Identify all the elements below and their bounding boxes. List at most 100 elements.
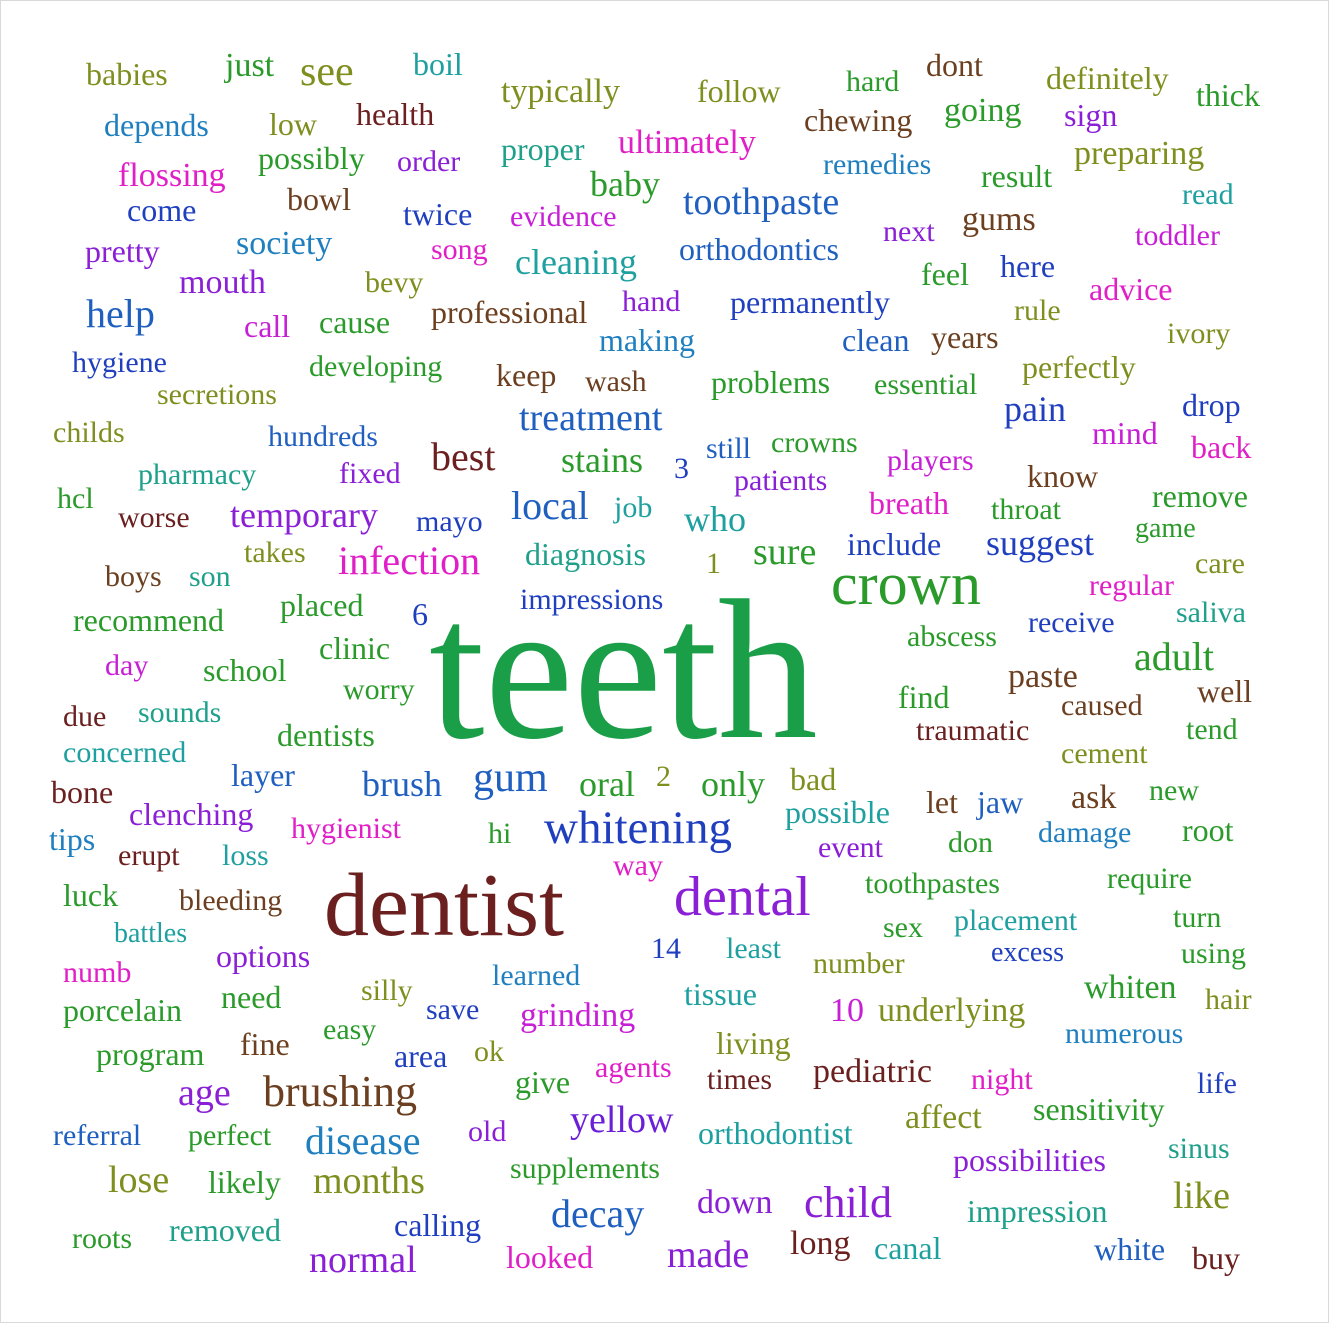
word-caused: caused: [1061, 689, 1143, 722]
word-don: don: [948, 826, 993, 859]
word-temporary: temporary: [230, 495, 378, 535]
word-decay: decay: [551, 1191, 645, 1236]
word-sinus: sinus: [1168, 1132, 1230, 1165]
word-brush: brush: [362, 764, 442, 804]
word-due: due: [63, 700, 107, 733]
word-call: call: [244, 308, 291, 344]
word-remedies: remedies: [823, 148, 932, 181]
word-diagnosis: diagnosis: [525, 536, 646, 572]
word-throat: throat: [991, 493, 1061, 526]
word-14: 14: [651, 932, 681, 965]
word-dentists: dentists: [277, 717, 375, 753]
word-give: give: [515, 1064, 571, 1100]
word-porcelain: porcelain: [63, 992, 183, 1028]
word-still: still: [706, 432, 752, 465]
word-drop: drop: [1182, 387, 1241, 423]
word-breath: breath: [869, 485, 949, 521]
word-erupt: erupt: [118, 839, 180, 872]
word-clinic: clinic: [319, 630, 391, 666]
word-lose: lose: [108, 1159, 170, 1201]
word-low: low: [269, 106, 317, 142]
word-years: years: [931, 319, 999, 355]
word-takes: takes: [244, 536, 306, 569]
word-suggest: suggest: [986, 523, 1094, 563]
word-supplements: supplements: [510, 1152, 660, 1185]
word-dental: dental: [674, 866, 811, 928]
word-hundreds: hundreds: [268, 420, 378, 453]
word-son: son: [189, 560, 231, 593]
word-babies: babies: [86, 56, 168, 92]
word-day: day: [105, 649, 149, 682]
word-program: program: [96, 1036, 205, 1072]
word-adult: adult: [1134, 634, 1214, 679]
word-way: way: [613, 849, 663, 882]
word-mayo: mayo: [416, 505, 483, 538]
word-order: order: [397, 145, 461, 178]
word-recommend: recommend: [73, 602, 225, 638]
word-rule: rule: [1014, 294, 1061, 327]
word-ivory: ivory: [1167, 317, 1231, 350]
word-hygienist: hygienist: [291, 812, 401, 845]
word-well: well: [1197, 673, 1253, 709]
word-area: area: [394, 1038, 448, 1074]
word-least: least: [726, 932, 781, 965]
word-looked: looked: [506, 1239, 594, 1275]
word-tend: tend: [1186, 713, 1238, 746]
word-numerous: numerous: [1065, 1017, 1184, 1050]
word-receive: receive: [1028, 606, 1115, 639]
word-placed: placed: [280, 587, 364, 623]
word-6: 6: [412, 596, 428, 632]
word-sensitivity: sensitivity: [1033, 1091, 1165, 1127]
word-child: child: [804, 1178, 892, 1227]
word-patients: patients: [734, 464, 828, 497]
word-damage: damage: [1038, 816, 1132, 849]
word-life: life: [1197, 1067, 1237, 1100]
word-know: know: [1027, 458, 1099, 494]
word-result: result: [981, 158, 1053, 194]
word-permanently: permanently: [730, 284, 890, 320]
word-pediatric: pediatric: [813, 1053, 932, 1090]
word-hygiene: hygiene: [72, 346, 167, 379]
word-worse: worse: [118, 501, 190, 534]
word-possibilities: possibilities: [953, 1142, 1106, 1178]
word-childs: childs: [53, 416, 125, 449]
word-impressions: impressions: [520, 583, 664, 616]
word-turn: turn: [1173, 901, 1222, 934]
word-bone: bone: [51, 774, 114, 810]
word-clenching: clenching: [129, 796, 254, 832]
word-secretions: secretions: [157, 378, 277, 411]
word-crowns: crowns: [771, 426, 858, 459]
word-definitely: definitely: [1046, 60, 1169, 96]
word-easy: easy: [323, 1013, 377, 1046]
word-preparing: preparing: [1074, 135, 1205, 172]
word-mouth: mouth: [179, 264, 266, 301]
word-agents: agents: [595, 1051, 672, 1084]
word-event: event: [818, 831, 883, 864]
word-school: school: [203, 652, 287, 688]
word-age: age: [178, 1072, 231, 1114]
word-pharmacy: pharmacy: [138, 458, 257, 491]
word-impression: impression: [967, 1193, 1108, 1229]
word-toothpaste: toothpaste: [683, 181, 840, 223]
word-making: making: [599, 322, 695, 358]
word-bowl: bowl: [287, 181, 351, 217]
word-brushing: brushing: [263, 1067, 417, 1116]
word-placement: placement: [954, 904, 1078, 937]
word-infection: infection: [338, 538, 481, 583]
word-layer: layer: [231, 757, 295, 793]
word-depends: depends: [104, 107, 209, 143]
word-luck: luck: [63, 877, 119, 913]
word-help: help: [86, 291, 155, 336]
word-loss: loss: [222, 839, 269, 872]
word-evidence: evidence: [510, 200, 617, 233]
word-come: come: [127, 192, 197, 228]
word-disease: disease: [305, 1118, 421, 1163]
word-crown: crown: [831, 551, 981, 617]
word-months: months: [313, 1160, 425, 1202]
word-numb: numb: [63, 956, 132, 989]
word-paste: paste: [1008, 658, 1078, 695]
word-pretty: pretty: [85, 233, 160, 269]
word-traumatic: traumatic: [916, 714, 1030, 747]
word-let: let: [926, 784, 958, 820]
